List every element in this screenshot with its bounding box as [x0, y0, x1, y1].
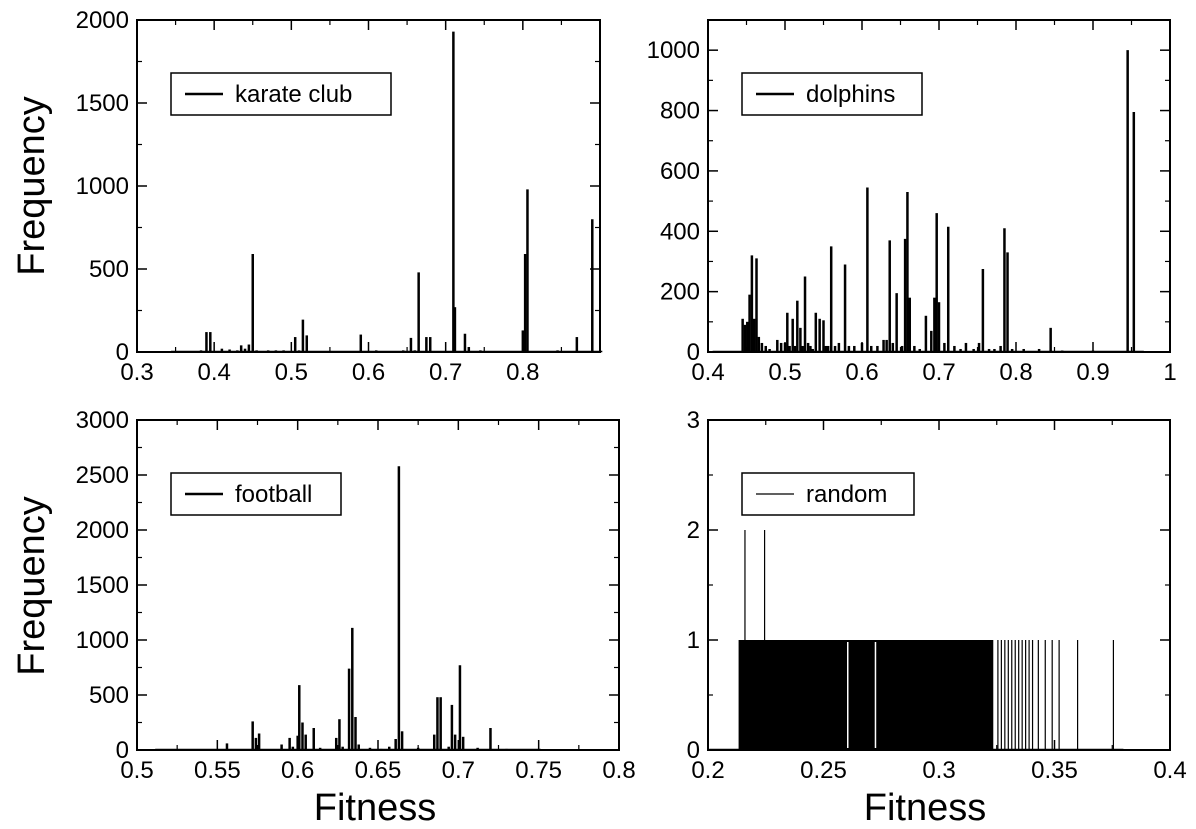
x-tick-label: 0.6	[845, 359, 878, 386]
x-tick-label: 0.4	[1153, 757, 1186, 784]
y-tick-label: 2000	[76, 7, 129, 34]
y-tick-label: 200	[660, 279, 700, 306]
panel-top-left: 0.3 0.4 0.5 0.6 0.7 0.8 0 500 1000 1500 2000 karate…	[76, 7, 603, 386]
panel-bottom-left: 0.5 0.55 0.6 0.65 0.7 0.75 0.8 0 500 1000 1500 2000…	[76, 407, 636, 784]
y-tick-label: 1500	[76, 572, 129, 599]
x-tick-label: 0.65	[355, 757, 402, 784]
y-tick-label: 0	[116, 339, 129, 366]
x-tick-label: 0.8	[999, 359, 1032, 386]
x-tick-label: 0.4	[691, 359, 724, 386]
y-tick-label: 2000	[76, 517, 129, 544]
y-tick-label: 1	[687, 627, 700, 654]
y-tick-label: 0	[687, 737, 700, 764]
y-tick-label: 1000	[647, 37, 700, 64]
legend: dolphins	[741, 72, 923, 116]
panel-bottom-right: 0.2 0.25 0.3 0.35 0.4 0 1 2 3 random	[687, 407, 1187, 784]
x-tick-label: 0.5	[120, 757, 153, 784]
x-tick-label: 0.6	[281, 757, 314, 784]
legend-label: random	[806, 481, 887, 508]
x-tick-label: 0.3	[120, 359, 153, 386]
x-axis-title-left: Fitness	[314, 787, 436, 829]
legend: football	[170, 472, 342, 516]
legend-label: dolphins	[806, 81, 895, 108]
y-axis-title-bottom: Frequency	[11, 496, 53, 676]
x-tick-label: 0.7	[442, 757, 475, 784]
x-axis-title-right: Fitness	[864, 787, 986, 829]
chart-panels: 0.3 0.4 0.5 0.6 0.7 0.80500100015002000karate…	[76, 7, 1187, 784]
x-tick-label: 0.5	[768, 359, 801, 386]
y-tick-label: 500	[89, 256, 129, 283]
y-tick-label: 0	[116, 737, 129, 764]
y-tick-label: 0	[687, 339, 700, 366]
x-tick-label: 0.7	[429, 359, 462, 386]
y-tick-label: 1000	[76, 173, 129, 200]
x-tick-label: 0.8	[506, 359, 539, 386]
x-tick-label: 1	[1163, 359, 1176, 386]
x-tick-label: 0.25	[800, 757, 847, 784]
x-tick-label: 0.9	[1076, 359, 1109, 386]
legend: karate club	[170, 72, 392, 116]
x-tick-label: 0.7	[922, 359, 955, 386]
x-tick-label: 0.55	[194, 757, 241, 784]
legend-label: karate club	[235, 81, 352, 108]
legend-label: football	[235, 481, 312, 508]
x-tick-label: 0.6	[352, 359, 385, 386]
y-tick-label: 3	[687, 407, 700, 434]
legend: random	[741, 472, 915, 516]
dense-bar-region	[739, 640, 994, 750]
y-tick-label: 800	[660, 98, 700, 125]
plot-frame	[136, 419, 620, 751]
y-tick-label: 2500	[76, 462, 129, 489]
plot-frame	[136, 19, 601, 353]
x-tick-label: 0.8	[602, 757, 635, 784]
y-axis-title-top: Frequency	[11, 96, 53, 276]
x-tick-label: 0.4	[197, 359, 230, 386]
x-tick-label: 0.5	[275, 359, 308, 386]
x-tick-label: 0.2	[691, 757, 724, 784]
panel-top-right: 0.4 0.5 0.6 0.7 0.8 0.9 1 0 200 400 600 800 1000 dolp…	[647, 19, 1177, 386]
x-tick-label: 0.35	[1031, 757, 1078, 784]
y-tick-label: 1000	[76, 627, 129, 654]
y-tick-label: 3000	[76, 407, 129, 434]
y-tick-label: 400	[660, 218, 700, 245]
x-tick-label: 0.75	[515, 757, 562, 784]
x-tick-label: 0.3	[922, 757, 955, 784]
y-tick-label: 600	[660, 158, 700, 185]
y-tick-label: 2	[687, 517, 700, 544]
y-tick-label: 500	[89, 682, 129, 709]
y-tick-label: 1500	[76, 90, 129, 117]
